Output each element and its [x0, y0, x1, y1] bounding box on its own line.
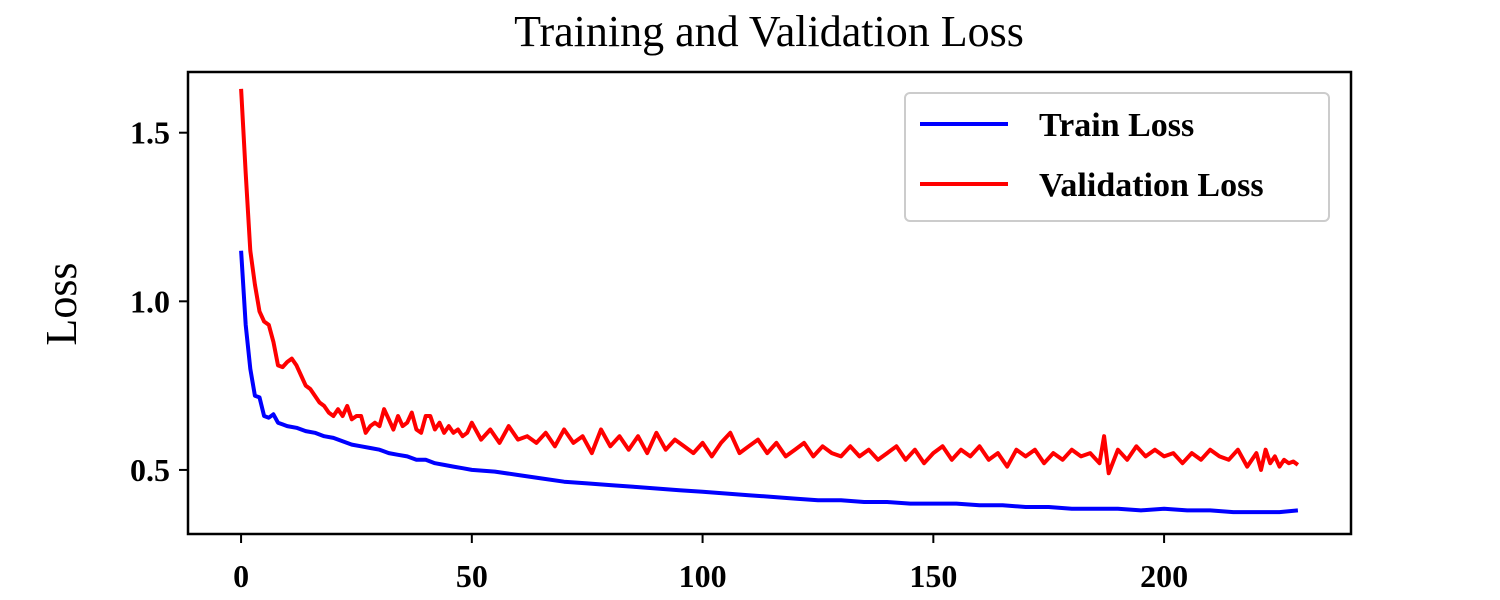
y-tick-label: 1.5: [130, 115, 170, 151]
x-tick-label: 200: [1140, 558, 1188, 594]
x-tick-label: 50: [456, 558, 488, 594]
y-tick-label: 1.0: [130, 283, 170, 319]
y-tick-label: 0.5: [130, 452, 170, 488]
legend: Train Loss Validation Loss: [904, 92, 1330, 222]
x-tick-label: 100: [679, 558, 727, 594]
series-line-validation: [239, 88, 1300, 476]
chart-title: Training and Validation Loss: [514, 7, 1024, 56]
legend-label-validation: Validation Loss: [1039, 167, 1264, 204]
legend-box: [904, 92, 1330, 222]
y-axis-label: Loss: [37, 262, 86, 345]
y-axis: 0.5 1.0 1.5: [130, 115, 188, 488]
x-axis: 0 50 100 150 200: [233, 534, 1188, 594]
series-line-train: [239, 250, 1299, 515]
x-tick-label: 0: [233, 558, 249, 594]
plot-lines: [239, 88, 1300, 515]
legend-label-train: Train Loss: [1039, 107, 1194, 144]
plot-frame: [186, 70, 1353, 536]
x-tick-label: 150: [909, 558, 957, 594]
